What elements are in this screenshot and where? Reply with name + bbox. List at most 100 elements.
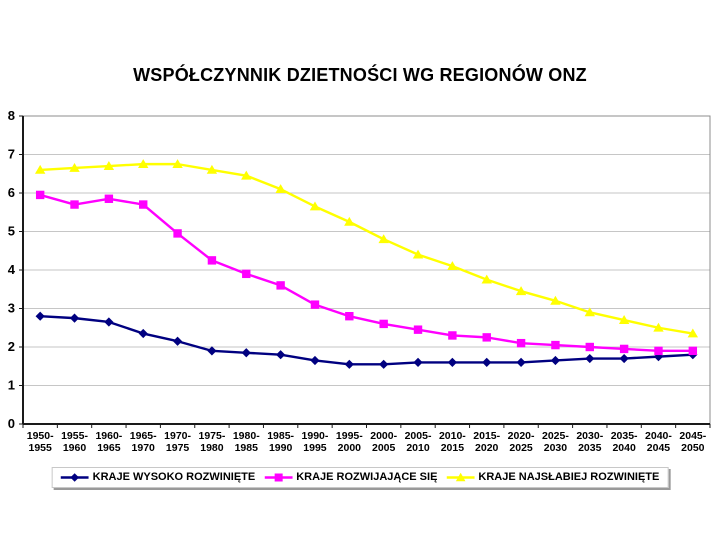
- y-axis-label: 2: [8, 339, 15, 354]
- legend-label: KRAJE WYSOKO ROZWINIĘTE: [92, 471, 256, 483]
- series-kraje-wysoko-rozwiniete-marker: [379, 359, 389, 369]
- x-axis-label: 2030-2035: [576, 430, 603, 454]
- x-axis-label: 2020-2025: [508, 430, 535, 454]
- series-kraje-rozwijajace-sie-marker: [551, 340, 560, 350]
- series-kraje-najslabiej-rozwiniete-line: [38, 162, 695, 335]
- series-kraje-rozwijajace-sie-marker: [413, 325, 423, 334]
- y-axis-label: 5: [8, 224, 15, 239]
- series-kraje-rozwijajace-sie-marker: [448, 331, 457, 340]
- y-axis-label: 8: [8, 108, 15, 123]
- series-kraje-najslabiej-rozwiniete-marker: [206, 164, 218, 174]
- legend-item: KRAJE NAJSŁABIEJ ROZWINIĘTE: [446, 471, 659, 483]
- series-kraje-wysoko-rozwiniete-marker: [35, 311, 45, 321]
- x-axis-label: 2010-2015: [439, 430, 466, 454]
- series-kraje-najslabiej-rozwiniete-marker: [275, 184, 286, 194]
- y-axis-label: 6: [8, 185, 15, 200]
- x-axis-label: 1975-1980: [198, 430, 225, 454]
- x-axis-label: 2040-2045: [645, 430, 672, 454]
- series-kraje-najslabiej-rozwiniete-marker: [618, 315, 630, 324]
- series-kraje-najslabiej-rozwiniete-marker: [241, 170, 252, 180]
- series-kraje-wysoko-rozwiniete-marker: [585, 353, 595, 364]
- series-kraje-wysoko-rozwiniete-marker: [344, 359, 354, 369]
- legend-item: KRAJE ROZWIJAJĄCE SIĘ: [264, 471, 437, 483]
- x-axis-label: 2005-2010: [405, 430, 432, 454]
- x-axis-label: 1960-1965: [95, 430, 122, 454]
- x-axis-label: 2025-2030: [542, 430, 569, 454]
- series-kraje-najslabiej-rozwiniete-marker: [378, 234, 389, 244]
- series-kraje-wysoko-rozwiniete-marker: [413, 357, 423, 367]
- x-axis-label: 1985-1990: [267, 430, 294, 454]
- series-kraje-rozwijajace-sie-marker: [619, 344, 629, 354]
- x-axis-label: 2035-2040: [611, 430, 638, 454]
- series-kraje-rozwijajace-sie-marker: [482, 333, 491, 342]
- x-axis-label: 1965-1970: [130, 430, 157, 454]
- series-kraje-najslabiej-rozwiniete-marker: [344, 216, 355, 226]
- series-kraje-rozwijajace-sie-marker: [207, 256, 217, 265]
- series-kraje-rozwijajace-sie-marker: [173, 229, 182, 238]
- series-kraje-rozwijajace-sie-line: [38, 193, 695, 353]
- series-kraje-wysoko-rozwiniete-marker: [138, 328, 148, 339]
- x-axis-label: 1955-1960: [61, 430, 88, 454]
- series-kraje-najslabiej-rozwiniete-marker: [172, 159, 183, 169]
- series-kraje-rozwijajace-sie-marker: [242, 269, 251, 279]
- series-kraje-wysoko-rozwiniete-marker: [241, 348, 251, 358]
- series-kraje-najslabiej-rozwiniete-marker: [412, 249, 424, 259]
- x-axis-label: 1995-2000: [336, 430, 363, 454]
- series-kraje-rozwijajace-sie-marker: [310, 300, 320, 309]
- series-kraje-najslabiej-rozwiniete-marker: [687, 328, 699, 338]
- series-kraje-najslabiej-rozwiniete-marker: [653, 322, 664, 332]
- legend-label: KRAJE ROZWIJAJĄCE SIĘ: [296, 471, 438, 483]
- series-kraje-wysoko-rozwiniete-marker: [69, 313, 80, 323]
- series-kraje-najslabiej-rozwiniete-marker: [481, 274, 492, 284]
- series-kraje-rozwijajace-sie-marker: [345, 312, 354, 321]
- series-kraje-wysoko-rozwiniete-marker: [207, 346, 217, 356]
- series-kraje-wysoko-rozwiniete-marker: [276, 350, 286, 360]
- triangle-legend-marker-icon: [446, 472, 475, 481]
- series-kraje-najslabiej-rozwiniete-marker: [309, 201, 321, 211]
- series-kraje-rozwijajace-sie-marker: [35, 190, 45, 200]
- y-axis-label: 0: [8, 416, 15, 431]
- chart-title: WSPÓŁCZYNNIK DZIETNOŚCI WG REGIONÓW ONZ: [133, 65, 587, 85]
- series-kraje-wysoko-rozwiniete-marker: [104, 317, 114, 327]
- series-kraje-rozwijajace-sie-marker: [516, 338, 526, 348]
- y-axis-label: 1: [8, 378, 15, 393]
- x-axis-label: 2000-2005: [370, 430, 397, 454]
- x-axis-label: 1970-1975: [164, 430, 191, 454]
- series-kraje-wysoko-rozwiniete-marker: [482, 357, 492, 367]
- series-kraje-wysoko-rozwiniete-marker: [172, 336, 183, 346]
- series-kraje-najslabiej-rozwiniete-marker: [447, 261, 458, 271]
- series-kraje-rozwijajace-sie-marker: [276, 281, 285, 290]
- chart-legend: KRAJE WYSOKO ROZWINIĘTE KRAJE ROZWIJAJĄCE…: [51, 467, 669, 488]
- series-kraje-najslabiej-rozwiniete-marker: [138, 159, 149, 169]
- legend-item: KRAJE WYSOKO ROZWINIĘTE: [60, 471, 256, 483]
- series-kraje-wysoko-rozwiniete-marker: [619, 353, 629, 364]
- series-kraje-wysoko-rozwiniete-line: [38, 315, 695, 366]
- series-kraje-rozwijajace-sie-marker: [654, 346, 663, 356]
- square-legend-marker-icon: [264, 473, 293, 481]
- x-axis-label: 1950-1955: [27, 430, 54, 454]
- series-kraje-najslabiej-rozwiniete-marker: [69, 162, 80, 172]
- legend-label: KRAJE NAJSŁABIEJ ROZWINIĘTE: [478, 471, 660, 483]
- y-axis-label: 4: [8, 262, 16, 277]
- x-axis-label: 2015-2020: [473, 430, 500, 454]
- series-kraje-rozwijajace-sie-marker: [585, 342, 594, 352]
- series-kraje-wysoko-rozwiniete-marker: [447, 357, 457, 367]
- series-kraje-najslabiej-rozwiniete-marker: [515, 286, 527, 296]
- series-kraje-rozwijajace-sie-marker: [688, 346, 698, 356]
- y-axis-label: 7: [8, 147, 15, 162]
- series-kraje-wysoko-rozwiniete-marker: [310, 355, 320, 366]
- series-kraje-najslabiej-rozwiniete-marker: [103, 161, 115, 170]
- diamond-legend-marker-icon: [60, 472, 89, 482]
- series-kraje-rozwijajace-sie-marker: [379, 319, 388, 329]
- series-kraje-rozwijajace-sie-marker: [104, 194, 114, 203]
- series-kraje-najslabiej-rozwiniete-marker: [584, 307, 595, 317]
- y-axis-label: 3: [8, 301, 15, 316]
- x-axis-label: 1990-1995: [302, 430, 329, 454]
- series-kraje-wysoko-rozwiniete-marker: [550, 355, 561, 366]
- x-axis-label: 2045-2050: [679, 430, 706, 454]
- series-kraje-najslabiej-rozwiniete-marker: [550, 295, 561, 305]
- series-kraje-rozwijajace-sie-marker: [139, 200, 148, 209]
- series-kraje-najslabiej-rozwiniete-marker: [34, 164, 46, 174]
